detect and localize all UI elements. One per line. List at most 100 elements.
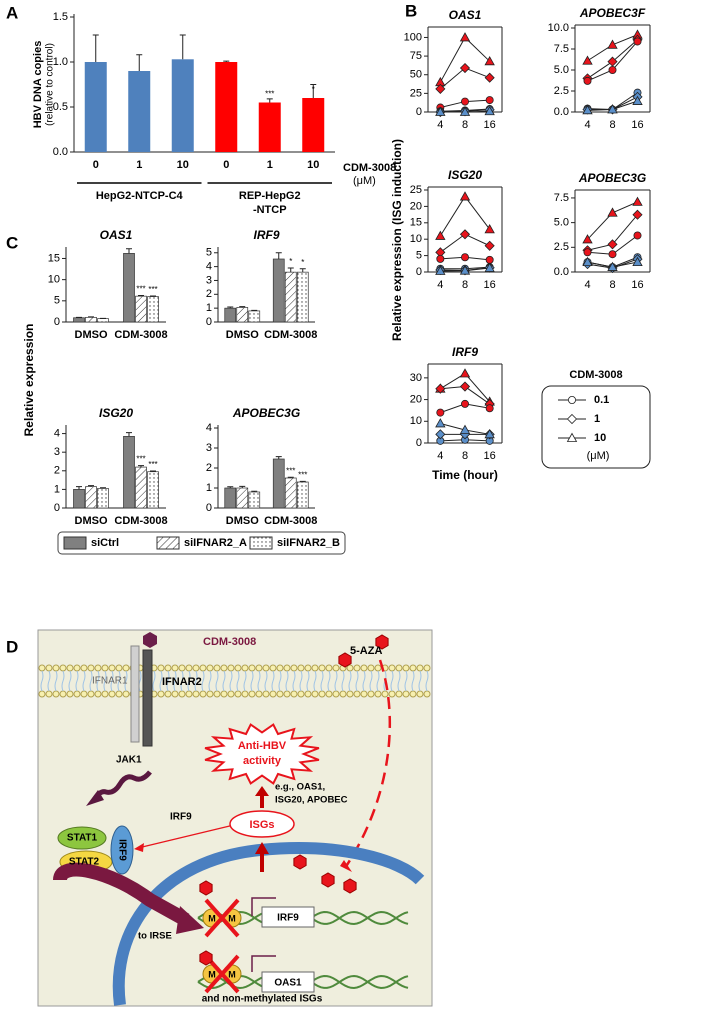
x-tick-label: CDM-3008 — [114, 329, 167, 341]
legend-unit: (μM) — [587, 450, 610, 462]
lipid-head — [263, 665, 269, 671]
bar — [225, 308, 236, 322]
error-bar — [126, 249, 132, 254]
panel-label: A — [6, 3, 18, 22]
y-tick-label: 15 — [48, 252, 60, 264]
bar — [124, 253, 135, 322]
irse-label: to IRSE — [138, 931, 172, 942]
lipid-head — [165, 691, 171, 697]
gene-label: OAS1 — [274, 978, 302, 989]
y-tick-label: 7.5 — [554, 43, 569, 55]
lipid-head — [207, 691, 213, 697]
error-bar — [300, 269, 306, 272]
marker — [584, 77, 591, 84]
x-tick-label: 16 — [484, 119, 496, 131]
error-bar — [76, 487, 82, 490]
y-tick-label: 1 — [54, 483, 60, 495]
bar — [249, 311, 260, 322]
legend-label: siIFNAR2_A — [184, 537, 247, 549]
lipid-head — [123, 665, 129, 671]
error-bar — [126, 433, 132, 437]
lipid-head — [312, 665, 318, 671]
lipid-head — [60, 691, 66, 697]
lipid-head — [179, 665, 185, 671]
lipid-head — [74, 665, 80, 671]
drug-icon — [200, 881, 212, 895]
bar — [86, 317, 97, 322]
lipid-head — [207, 665, 213, 671]
x-tick-label: 16 — [631, 279, 643, 291]
marker — [608, 40, 617, 48]
lipid-head — [53, 665, 59, 671]
marker — [485, 241, 494, 250]
bar — [273, 259, 284, 322]
lipid-head — [319, 665, 325, 671]
receptor — [143, 650, 152, 746]
panel-label: C — [6, 233, 18, 252]
bar — [225, 488, 236, 508]
chart-title: IRF9 — [253, 228, 279, 242]
marker — [485, 73, 494, 82]
lipid-head — [389, 665, 395, 671]
y-tick-label: 5.0 — [554, 64, 569, 76]
lipid-head — [277, 665, 283, 671]
lipid-head — [158, 691, 164, 697]
lipid-head — [347, 691, 353, 697]
lipid-head — [361, 665, 367, 671]
lipid-head — [81, 665, 87, 671]
marker — [437, 409, 444, 416]
methyl-label: M — [208, 969, 216, 979]
lipid-head — [249, 665, 255, 671]
receptor-label: IFNAR2 — [162, 676, 202, 688]
receptor-label: IFNAR1 — [92, 676, 128, 687]
y-tick-label: 2 — [206, 288, 212, 300]
lipid-head — [382, 691, 388, 697]
lipid-head — [326, 665, 332, 671]
lipid-head — [214, 665, 220, 671]
marker — [461, 98, 468, 105]
x-axis-label: CDM-3008 — [343, 162, 396, 174]
lipid-head — [53, 691, 59, 697]
x-tick-label: 10 — [177, 159, 189, 171]
lipid-head — [102, 691, 108, 697]
x-tick-label: 0 — [93, 159, 99, 171]
lipid-head — [235, 691, 241, 697]
panel-label: D — [6, 637, 18, 656]
legend-label: 1 — [594, 413, 600, 425]
lipid-head — [214, 691, 220, 697]
y-tick-label: 25 — [410, 87, 422, 99]
bar — [302, 98, 324, 152]
activity-label: Anti-HBV — [238, 740, 287, 752]
marker — [461, 400, 468, 407]
y-tick-label: 2.5 — [554, 85, 569, 97]
lipid-head — [116, 691, 122, 697]
activity-label: activity — [243, 755, 282, 767]
lipid-head — [172, 691, 178, 697]
lipid-head — [403, 665, 409, 671]
marker — [634, 232, 641, 239]
marker — [436, 430, 445, 439]
legend-label: 0.1 — [594, 394, 609, 406]
y-axis-label: (relative to control) — [45, 43, 56, 126]
error-bar — [223, 61, 229, 62]
y-tick-label: 4 — [54, 427, 60, 439]
bar — [285, 478, 296, 508]
x-tick-label: 8 — [609, 279, 615, 291]
bar — [74, 318, 85, 322]
marker — [461, 254, 468, 261]
y-tick-label: 0 — [206, 316, 212, 328]
annotation: * — [289, 257, 292, 266]
lipid-head — [228, 665, 234, 671]
lipid-head — [305, 691, 311, 697]
chart-title: OAS1 — [100, 228, 133, 242]
y-tick-label: 2 — [54, 465, 60, 477]
x-tick-label: 10 — [307, 159, 319, 171]
lipid-head — [242, 691, 248, 697]
legend-label: siCtrl — [91, 537, 119, 549]
lipid-head — [298, 665, 304, 671]
bar — [74, 489, 85, 508]
lipid-head — [67, 691, 73, 697]
legend-swatch — [250, 537, 272, 549]
x-tick-label: CDM-3008 — [114, 515, 167, 527]
irf9-label: IRF9 — [170, 812, 192, 823]
